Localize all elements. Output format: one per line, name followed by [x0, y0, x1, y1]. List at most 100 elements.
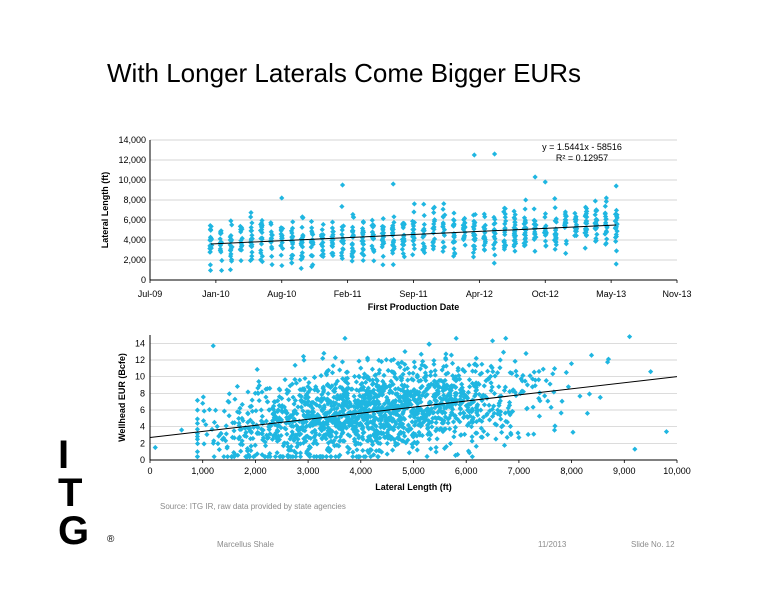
- data-point: [357, 403, 364, 409]
- data-point: [365, 389, 371, 395]
- data-point: [248, 443, 254, 449]
- data-point: [431, 357, 437, 364]
- data-point: [318, 373, 324, 379]
- data-point: [444, 382, 450, 388]
- data-point: [433, 420, 439, 426]
- data-point: [343, 369, 350, 375]
- data-point: [271, 414, 277, 421]
- data-point: [342, 378, 348, 384]
- data-point: [331, 394, 337, 400]
- data-point: [269, 262, 275, 268]
- data-point: [288, 443, 294, 450]
- data-point: [472, 393, 478, 399]
- x-tick-label: Oct-12: [532, 289, 559, 299]
- data-point: [209, 426, 215, 432]
- data-point: [497, 365, 503, 371]
- data-point: [353, 400, 359, 406]
- logo-letter: T: [58, 471, 82, 515]
- y-axis-title: Wellhead EUR (Bcfe): [117, 353, 127, 442]
- data-point: [488, 387, 494, 394]
- data-point: [512, 212, 518, 218]
- data-point: [386, 390, 393, 396]
- data-point: [232, 451, 238, 457]
- data-point: [377, 411, 383, 417]
- data-point: [507, 423, 514, 429]
- slide-title: With Longer Laterals Come Bigger EURs: [107, 58, 581, 88]
- x-axis-title: Lateral Length (ft): [375, 482, 452, 492]
- data-point: [420, 358, 426, 364]
- data-point: [367, 401, 373, 407]
- data-point: [602, 213, 609, 220]
- data-point: [316, 432, 323, 438]
- data-point: [329, 383, 335, 389]
- data-point: [543, 378, 549, 384]
- chart-1-lateral-length-vs-date: 0 2,000 4,000 6,000 8,000 10,000 12,000 14,000 J…: [100, 135, 692, 312]
- data-point: [602, 203, 608, 209]
- data-point: [418, 399, 424, 405]
- data-point: [366, 407, 372, 414]
- data-point: [380, 430, 387, 436]
- data-point: [432, 405, 438, 411]
- data-point: [364, 438, 370, 444]
- data-point: [434, 436, 440, 442]
- data-point: [349, 234, 355, 240]
- data-point: [263, 394, 269, 400]
- data-point: [370, 407, 376, 413]
- data-point: [344, 375, 350, 381]
- data-point: [586, 391, 593, 397]
- data-point: [370, 247, 377, 253]
- data-point: [433, 428, 439, 434]
- data-point: [395, 441, 401, 447]
- data-point: [353, 404, 359, 411]
- data-point: [404, 365, 411, 371]
- data-point: [238, 229, 244, 235]
- data-point: [531, 431, 537, 437]
- data-point: [265, 399, 271, 405]
- data-point: [480, 414, 487, 420]
- data-point: [464, 422, 471, 428]
- data-point: [279, 262, 285, 269]
- data-point: [320, 355, 326, 361]
- data-point: [504, 434, 510, 440]
- data-point: [488, 380, 494, 386]
- data-point: [501, 238, 507, 244]
- data-point: [244, 445, 251, 452]
- data-point: [329, 370, 336, 376]
- data-point: [431, 361, 437, 367]
- data-point: [613, 261, 619, 267]
- data-point: [562, 219, 568, 225]
- data-point: [442, 377, 448, 384]
- data-point: [373, 372, 379, 378]
- data-point: [254, 451, 260, 457]
- data-point: [448, 352, 454, 358]
- data-point: [367, 433, 373, 439]
- data-point: [248, 240, 254, 246]
- data-point: [340, 240, 347, 246]
- data-point: [584, 227, 590, 233]
- data-point: [364, 409, 370, 415]
- data-point: [443, 351, 449, 357]
- data-point: [247, 257, 254, 264]
- data-point: [440, 379, 446, 385]
- data-point: [491, 242, 497, 248]
- data-point: [361, 252, 367, 258]
- chart-1-points: [207, 151, 620, 274]
- data-point: [420, 408, 426, 415]
- data-point: [272, 454, 279, 460]
- data-point: [604, 359, 611, 365]
- data-point: [315, 413, 321, 420]
- data-point: [494, 370, 501, 376]
- data-point: [349, 241, 355, 247]
- data-point: [491, 246, 497, 252]
- data-point: [345, 410, 352, 416]
- data-point: [320, 251, 326, 257]
- data-point: [465, 389, 471, 395]
- x-tick-label: Jul-09: [138, 289, 163, 299]
- data-point: [367, 393, 374, 399]
- data-point: [321, 395, 327, 402]
- data-point: [443, 371, 449, 377]
- data-point: [323, 436, 329, 442]
- data-point: [421, 228, 427, 234]
- data-point: [422, 370, 428, 376]
- data-point: [341, 402, 347, 409]
